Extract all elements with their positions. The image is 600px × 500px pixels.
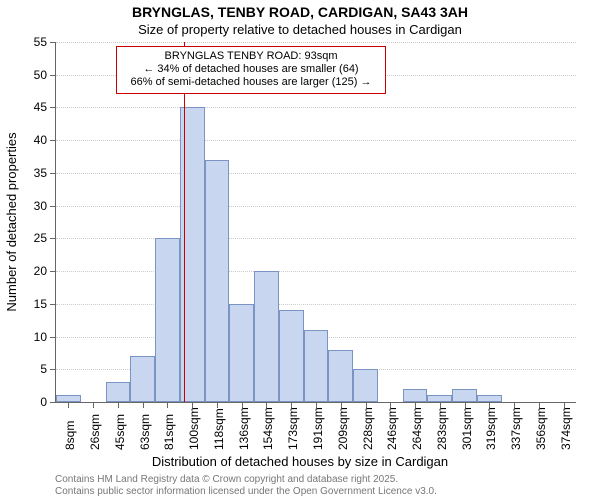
- gridline: [56, 238, 576, 239]
- x-tick-label: 191sqm: [311, 407, 325, 450]
- x-tick-label: 246sqm: [385, 407, 399, 450]
- y-tick-label: 40: [17, 133, 47, 147]
- y-tick: [50, 140, 56, 141]
- y-tick: [50, 173, 56, 174]
- x-tick: [143, 402, 144, 408]
- y-tick-label: 35: [17, 166, 47, 180]
- annotation-line-1: BRYNGLAS TENBY ROAD: 93sqm: [122, 50, 380, 63]
- x-tick-label: 100sqm: [187, 407, 201, 450]
- y-tick: [50, 107, 56, 108]
- gridline: [56, 173, 576, 174]
- y-tick: [50, 206, 56, 207]
- y-tick: [50, 304, 56, 305]
- footer-line-1: Contains HM Land Registry data © Crown c…: [55, 474, 437, 486]
- y-tick: [50, 75, 56, 76]
- y-tick: [50, 337, 56, 338]
- y-tick: [50, 369, 56, 370]
- y-tick-label: 30: [17, 199, 47, 213]
- x-axis-label: Distribution of detached houses by size …: [0, 454, 600, 469]
- x-tick: [68, 402, 69, 408]
- gridline: [56, 107, 576, 108]
- histogram-bar: [205, 160, 230, 402]
- x-tick-label: 356sqm: [534, 407, 548, 450]
- gridline: [56, 140, 576, 141]
- histogram-bar: [328, 350, 353, 402]
- histogram-bar: [229, 304, 254, 402]
- y-tick-label: 45: [17, 100, 47, 114]
- x-tick: [167, 402, 168, 408]
- histogram-bar: [106, 382, 131, 402]
- annotation-box: BRYNGLAS TENBY ROAD: 93sqm← 34% of detac…: [116, 46, 386, 94]
- x-tick-label: 8sqm: [63, 421, 77, 450]
- annotation-marker-line: [184, 42, 185, 402]
- histogram-bar: [353, 369, 378, 402]
- gridline: [56, 304, 576, 305]
- x-tick: [217, 402, 218, 408]
- y-tick: [50, 271, 56, 272]
- x-tick-label: 264sqm: [410, 407, 424, 450]
- x-tick-label: 374sqm: [559, 407, 573, 450]
- y-tick: [50, 238, 56, 239]
- histogram-bar: [304, 330, 329, 402]
- x-tick-label: 337sqm: [509, 407, 523, 450]
- annotation-line-3: 66% of semi-detached houses are larger (…: [122, 76, 380, 89]
- x-tick-label: 81sqm: [162, 414, 176, 450]
- x-tick-label: 301sqm: [460, 407, 474, 450]
- histogram-bar: [452, 389, 477, 402]
- y-tick-label: 5: [17, 362, 47, 376]
- y-tick-label: 55: [17, 35, 47, 49]
- footer-line-2: Contains public sector information licen…: [55, 486, 437, 498]
- x-tick-label: 173sqm: [286, 407, 300, 450]
- x-tick-label: 118sqm: [212, 408, 226, 450]
- histogram-bar: [279, 310, 304, 402]
- chart-title: BRYNGLAS, TENBY ROAD, CARDIGAN, SA43 3AH: [0, 4, 600, 20]
- histogram-bar: [403, 389, 428, 402]
- plot-area: BRYNGLAS TENBY ROAD: 93sqm← 34% of detac…: [55, 42, 576, 403]
- gridline: [56, 206, 576, 207]
- x-tick-label: 228sqm: [361, 407, 375, 450]
- y-axis-label: Number of detached properties: [4, 132, 19, 311]
- x-tick-label: 26sqm: [88, 414, 102, 450]
- y-tick-label: 10: [17, 330, 47, 344]
- y-tick-label: 50: [17, 68, 47, 82]
- y-tick-label: 0: [17, 395, 47, 409]
- chart-subtitle: Size of property relative to detached ho…: [0, 22, 600, 37]
- x-tick: [93, 402, 94, 408]
- histogram-bar: [155, 238, 180, 402]
- x-tick-label: 136sqm: [237, 407, 251, 450]
- gridline: [56, 42, 576, 43]
- x-tick-label: 283sqm: [435, 407, 449, 450]
- x-tick-label: 209sqm: [336, 407, 350, 450]
- footer-text: Contains HM Land Registry data © Crown c…: [55, 474, 437, 497]
- y-tick: [50, 402, 56, 403]
- x-tick: [118, 402, 119, 408]
- x-tick-label: 319sqm: [484, 407, 498, 450]
- y-tick: [50, 42, 56, 43]
- y-tick-label: 15: [17, 297, 47, 311]
- histogram-bar: [130, 356, 155, 402]
- y-tick-label: 20: [17, 264, 47, 278]
- y-tick-label: 25: [17, 231, 47, 245]
- x-tick-label: 63sqm: [138, 414, 152, 450]
- gridline: [56, 271, 576, 272]
- annotation-line-2: ← 34% of detached houses are smaller (64…: [122, 63, 380, 76]
- histogram-bar: [254, 271, 279, 402]
- x-tick-label: 45sqm: [113, 414, 127, 450]
- x-tick-label: 154sqm: [261, 407, 275, 450]
